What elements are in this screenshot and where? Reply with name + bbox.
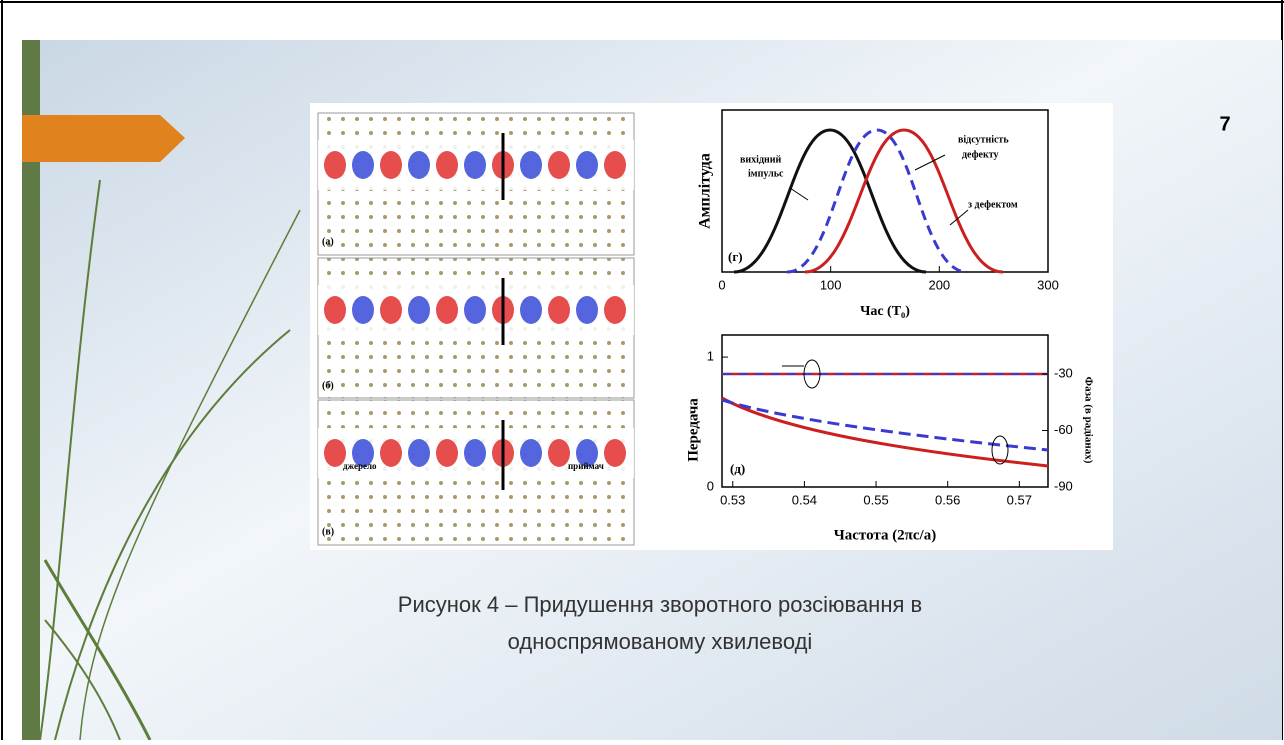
x-tick-label: 200 [928,277,950,292]
field-blob [464,439,486,467]
field-blob [380,151,402,179]
x-tick-label: 300 [1037,277,1059,292]
x-tick-label: 100 [820,277,842,292]
field-blob [324,151,346,179]
field-blob [548,439,570,467]
x-tick-label: 0.56 [935,492,960,507]
panel-label: (б) [322,380,334,391]
plot-label: (д) [730,461,745,476]
field-blob [436,151,458,179]
field-blob [436,296,458,324]
field-blob [604,151,626,179]
caption: Рисунок 4 – Придушення зворотного розсію… [398,592,922,617]
y2-tick-label: -30 [1054,365,1073,380]
field-blob [548,296,570,324]
field-blob [464,151,486,179]
caption: односпрямованому хвилеводі [508,629,813,654]
y2-tick-label: -90 [1054,478,1073,493]
field-blob [408,151,430,179]
y-axis-title: Передача [685,398,701,462]
x-tick-label: 0.53 [720,492,745,507]
field-blob [576,151,598,179]
x-axis-title: Частота (2πc/a) [834,527,936,543]
slide-number: 7 [1219,113,1230,135]
field-blob [576,296,598,324]
receiver-label: приймач [568,461,604,471]
field-blob [604,296,626,324]
field-blob [436,439,458,467]
panel-label: (а) [322,236,334,247]
field-blob [380,439,402,467]
field-blob [380,296,402,324]
field-panels: (а) (б) (в) джерело приймач [318,113,634,545]
annotation: дефекту [962,149,999,160]
y-axis-title: Амплітуда [697,153,714,229]
field-blob [408,296,430,324]
y2-tick-label: -60 [1054,422,1073,437]
plot-label: (г) [728,249,743,264]
annotation: з дефектом [968,199,1018,210]
annotation: відсутність [958,134,1009,145]
field-blob [464,296,486,324]
annotation: імпульс [748,168,784,179]
x-tick-label: 0.54 [792,492,817,507]
arrow-tab [22,115,185,162]
panel-label: (в) [322,526,334,537]
field-blob [520,296,542,324]
field-blob [408,439,430,467]
x-tick-label: 0.57 [1007,492,1032,507]
field-blob [324,296,346,324]
y-tick-label: 0 [707,478,714,493]
x-axis-title: Час (T₀) [860,304,910,319]
field-blob [520,151,542,179]
field-blob [604,439,626,467]
annotation: вихідний [740,154,782,165]
field-blob [548,151,570,179]
field-blob [352,151,374,179]
source-label: джерело [343,461,377,471]
y2-axis-title: Фаза (в радіанах) [1082,377,1094,464]
slide-screenshot: 7 (а) (б) (в) джерело приймач Амплітуда … [0,0,1284,740]
x-tick-label: 0.55 [863,492,888,507]
y-tick-label: 1 [707,349,714,364]
field-blob [352,296,374,324]
field-blob [520,439,542,467]
x-tick-label: 0 [718,277,725,292]
